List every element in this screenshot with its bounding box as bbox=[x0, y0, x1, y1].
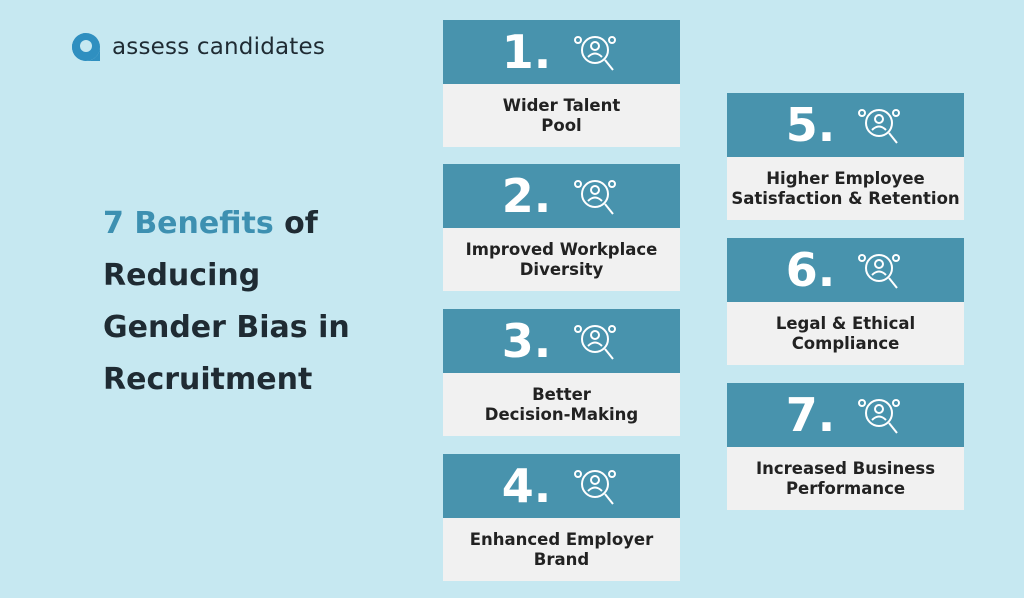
card-label: Diversity bbox=[519, 259, 604, 279]
card-label: Brand bbox=[533, 549, 590, 569]
card-label: Performance bbox=[785, 478, 906, 498]
card-body: Increased Business Performance bbox=[727, 447, 964, 510]
title-line: 7 Benefits of bbox=[103, 198, 350, 250]
icon bbox=[574, 325, 617, 360]
title-highlight: 7 Benefits bbox=[103, 206, 274, 241]
card-number: 3. bbox=[501, 314, 552, 368]
card-number: 6. bbox=[785, 243, 836, 297]
card-label: Pool bbox=[541, 115, 582, 135]
card-body: Better Decision-Making bbox=[443, 373, 680, 436]
card-label: Higher Employee bbox=[766, 168, 925, 188]
card-label: Wider Talent bbox=[502, 95, 621, 115]
icon bbox=[574, 180, 617, 215]
card-header: 1. bbox=[443, 20, 680, 84]
card-label: Decision-Making bbox=[484, 404, 639, 424]
card-number: 5. bbox=[785, 98, 836, 152]
card-number: 7. bbox=[785, 388, 836, 442]
title-text: of bbox=[284, 206, 318, 241]
card: 6. Legal & Ethical Compliance bbox=[727, 238, 964, 365]
card: 4. Enhanced Employer Brand bbox=[443, 454, 680, 581]
title: 7 Benefits of Reducing Gender Bias in Re… bbox=[103, 198, 350, 406]
card-label: Compliance bbox=[791, 333, 900, 353]
card: 5. Higher Employee Satisfaction & Retentio… bbox=[727, 93, 964, 220]
title-line: Reducing bbox=[103, 258, 261, 293]
card-body: Wider Talent Pool bbox=[443, 84, 680, 147]
card-number: 4. bbox=[501, 459, 552, 513]
card: 1. Wider Talent Pool bbox=[443, 20, 680, 147]
card-header: 5. bbox=[727, 93, 964, 157]
card: 7. Increased Business Performance bbox=[727, 383, 964, 510]
card: 2. Improved Workplace Diversity bbox=[443, 164, 680, 291]
card-header: 2. bbox=[443, 164, 680, 228]
card-header: 7. bbox=[727, 383, 964, 447]
icon bbox=[574, 470, 617, 505]
card-body: Improved Workplace Diversity bbox=[443, 228, 680, 291]
icon bbox=[858, 399, 901, 434]
card-number: 1. bbox=[501, 25, 552, 79]
card-header: 3. bbox=[443, 309, 680, 373]
card-label: Improved Workplace bbox=[465, 239, 658, 259]
card-label: Enhanced Employer bbox=[469, 529, 654, 549]
card-label: Legal & Ethical bbox=[775, 313, 916, 333]
card-number: 2. bbox=[501, 169, 552, 223]
card-label: Increased Business bbox=[755, 458, 936, 478]
card-body: Higher Employee Satisfaction & Retention bbox=[727, 157, 964, 220]
icon bbox=[858, 254, 901, 289]
card-body: Enhanced Employer Brand bbox=[443, 518, 680, 581]
card: 3. Better Decision-Making bbox=[443, 309, 680, 436]
title-line: Recruitment bbox=[103, 362, 313, 397]
logo-mark bbox=[72, 33, 100, 61]
card-label: Satisfaction & Retention bbox=[731, 188, 960, 208]
icon bbox=[574, 36, 617, 71]
card-header: 6. bbox=[727, 238, 964, 302]
card-label: Better bbox=[532, 384, 591, 404]
card-body: Legal & Ethical Compliance bbox=[727, 302, 964, 365]
card-header: 4. bbox=[443, 454, 680, 518]
logo: assess candidates bbox=[70, 30, 325, 64]
brand-name: assess candidates bbox=[112, 34, 326, 60]
title-line: Gender Bias in bbox=[103, 310, 350, 345]
icon bbox=[858, 109, 901, 144]
